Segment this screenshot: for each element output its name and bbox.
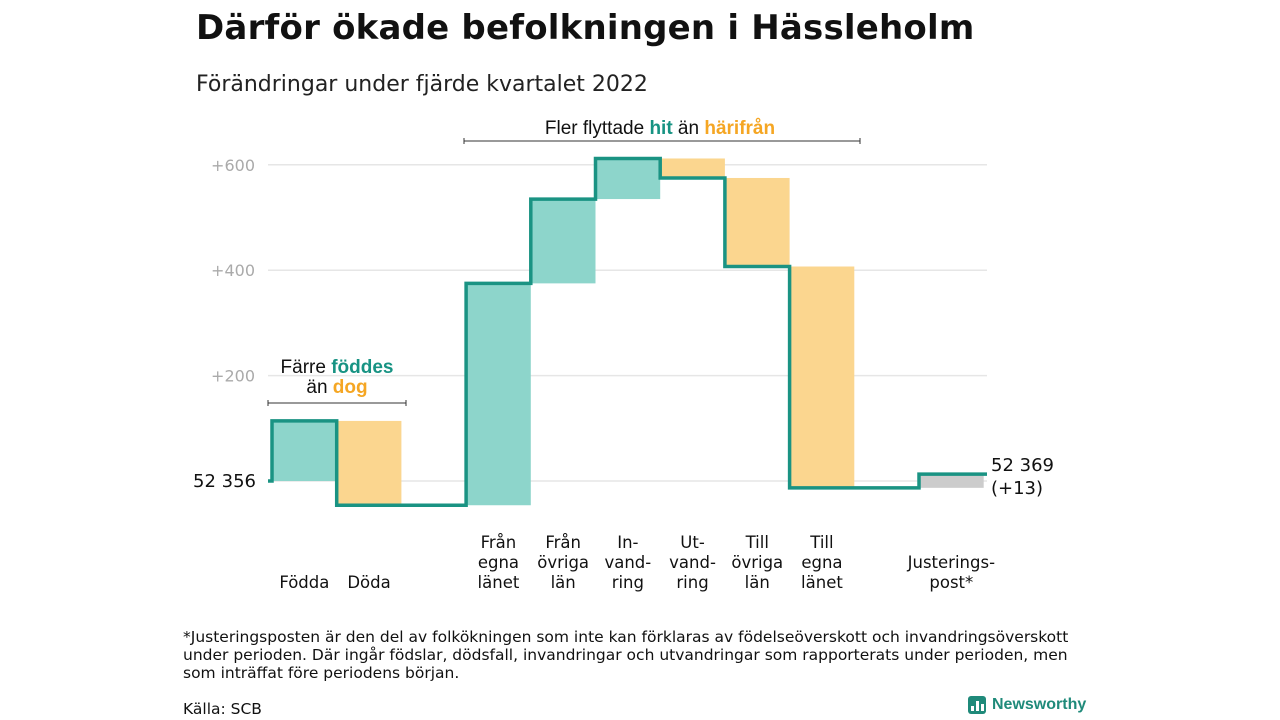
- waterfall-bar: [466, 283, 531, 506]
- category-label: Döda: [347, 573, 390, 592]
- waterfall-bar: [336, 420, 402, 506]
- y-tick-label: +200: [211, 367, 255, 386]
- waterfall-bar: [789, 266, 855, 488]
- category-label: Justerings-: [907, 553, 995, 572]
- category-label: Från: [481, 533, 517, 552]
- category-label: egna: [801, 553, 842, 572]
- category-label: övriga: [731, 553, 783, 572]
- population-level-line: [268, 156, 987, 507]
- bar-chart-icon: [968, 696, 986, 714]
- chart-subtitle: Förändringar under fjärde kvartalet 2022: [196, 72, 648, 97]
- category-label: län: [551, 573, 576, 592]
- births-deaths-annotation-line2: än dog: [306, 377, 367, 398]
- newsworthy-logo[interactable]: Newsworthy: [968, 696, 1086, 714]
- waterfall-bar: [919, 474, 984, 488]
- waterfall-bar: [660, 158, 725, 178]
- category-label: länet: [801, 573, 843, 592]
- y-tick-label: +400: [211, 261, 255, 280]
- category-label: län: [745, 573, 770, 592]
- chart-title: Därför ökade befolkningen i Hässleholm: [196, 8, 975, 48]
- category-label: länet: [478, 573, 520, 592]
- end-value-label: 52 369: [991, 455, 1054, 476]
- category-label: Födda: [279, 573, 329, 592]
- start-value-label: 52 356: [193, 471, 256, 492]
- waterfall-bar: [272, 420, 337, 481]
- waterfall-bar: [724, 177, 790, 267]
- end-change-label: (+13): [991, 478, 1043, 499]
- migration-annotation: Fler flyttade hit än härifrån: [545, 118, 775, 139]
- y-tick-label: +600: [211, 156, 255, 175]
- brand-name: Newsworthy: [992, 696, 1087, 713]
- category-label: In-: [617, 533, 638, 552]
- footnote: *Justeringsposten är den del av folkökni…: [183, 628, 1069, 682]
- category-label: övriga: [537, 553, 589, 572]
- waterfall-bar: [530, 199, 596, 284]
- source-label: Källa: SCB: [183, 700, 262, 718]
- category-label: vand-: [604, 553, 651, 572]
- births-deaths-annotation-line1: Färre föddes: [281, 357, 394, 378]
- category-label: Ut-: [680, 533, 705, 552]
- category-label: vand-: [669, 553, 716, 572]
- category-label: ring: [676, 573, 708, 592]
- category-label: Till: [809, 533, 833, 552]
- category-label: post*: [929, 573, 973, 592]
- category-label: Från: [545, 533, 581, 552]
- category-label: Till: [745, 533, 769, 552]
- waterfall-bar: [595, 158, 661, 200]
- category-label: egna: [478, 553, 519, 572]
- category-label: ring: [612, 573, 644, 592]
